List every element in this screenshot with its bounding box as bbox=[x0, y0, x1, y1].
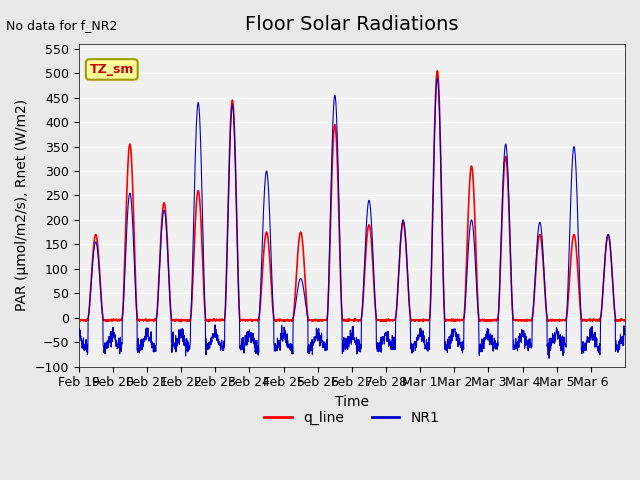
Y-axis label: PAR (μmol/m2/s), Rnet (W/m2): PAR (μmol/m2/s), Rnet (W/m2) bbox=[15, 99, 29, 312]
Text: TZ_sm: TZ_sm bbox=[90, 63, 134, 76]
Title: Floor Solar Radiations: Floor Solar Radiations bbox=[245, 15, 459, 34]
Text: No data for f_NR2: No data for f_NR2 bbox=[6, 19, 118, 32]
X-axis label: Time: Time bbox=[335, 395, 369, 409]
Legend: q_line, NR1: q_line, NR1 bbox=[259, 406, 445, 431]
